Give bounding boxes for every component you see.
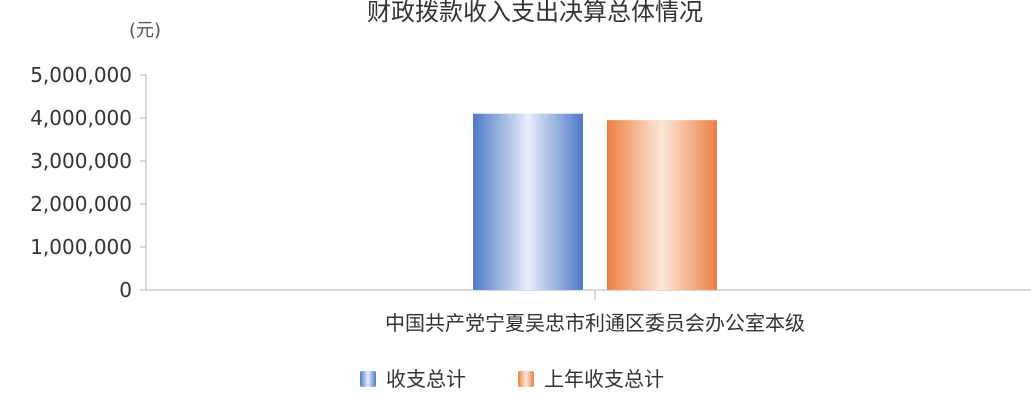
y-axis-ticks: 0 1,000,000 2,000,000 3,000,000 4,000,000 5,0… xyxy=(30,63,146,302)
legend-label: 上年收支总计 xyxy=(544,367,664,390)
legend-label: 收支总计 xyxy=(386,367,466,390)
legend: 收支总计 上年收支总计 xyxy=(360,367,664,391)
y-axis-tick-label: 3,000,000 xyxy=(30,149,132,173)
bars-group xyxy=(473,113,717,291)
y-axis-tick-label: 1,000,000 xyxy=(30,235,132,259)
y-axis-tick-label: 4,000,000 xyxy=(30,106,132,130)
chart-title: 财政拨款收入支出决算总体情况 xyxy=(367,0,703,26)
legend-swatch xyxy=(518,371,534,387)
y-axis-unit-label: (元) xyxy=(129,20,161,41)
x-axis-category-label: 中国共产党宁夏吴忠市利通区委员会办公室本级 xyxy=(385,311,805,335)
legend-swatch xyxy=(360,371,376,387)
y-axis-tick-label: 5,000,000 xyxy=(30,63,132,87)
bar-shangnian-shouzhi-zongji xyxy=(607,120,717,291)
y-axis-tick-label: 2,000,000 xyxy=(30,192,132,216)
y-axis-tick-label: 0 xyxy=(119,278,132,302)
bar-shouzhi-zongji xyxy=(473,113,583,290)
